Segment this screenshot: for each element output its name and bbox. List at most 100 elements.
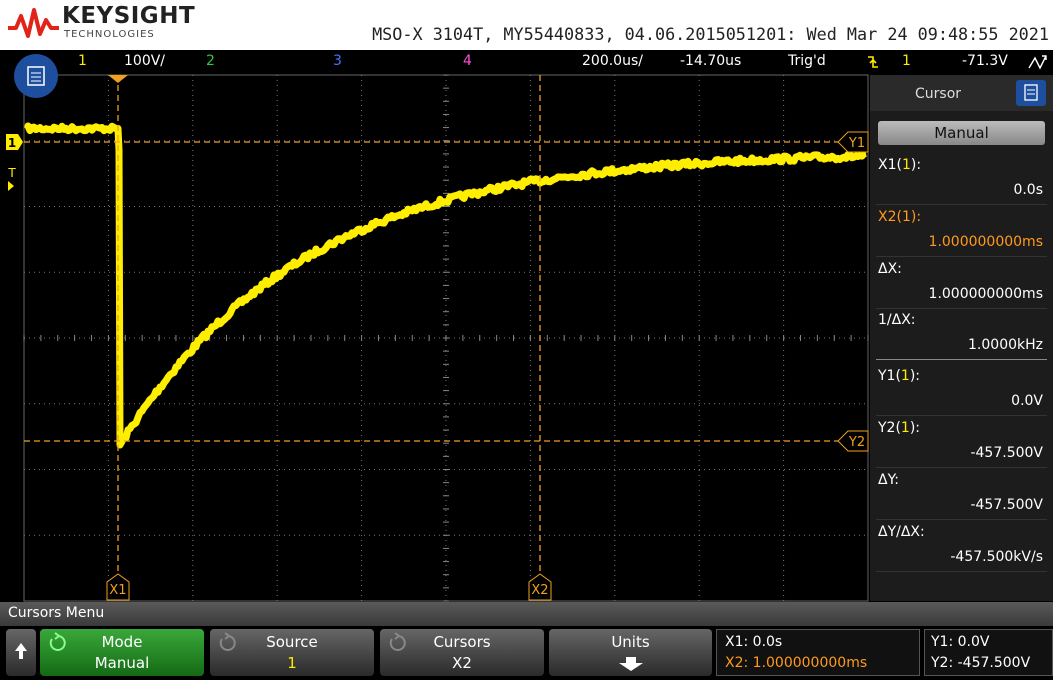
row-label-part: Y1( bbox=[878, 368, 901, 384]
row-label-part: ): bbox=[909, 420, 921, 436]
row-value: 1.0000kHz bbox=[968, 337, 1043, 353]
row-label-part: 1 bbox=[901, 209, 911, 225]
trigger-arrow bbox=[8, 181, 14, 191]
cursor-label: Y2 bbox=[848, 435, 865, 450]
row-separator bbox=[876, 308, 1047, 309]
menu-title: Cursors Menu bbox=[8, 605, 105, 621]
waveform-display: X1 X2 Y1 Y2 1 T bbox=[6, 74, 869, 602]
instrument-info: MSO-X 3104T, MY55440833, 04.06.201505120… bbox=[372, 24, 1049, 44]
ch1-scale: 100V/ bbox=[124, 53, 166, 69]
trigger-source: 1 bbox=[902, 53, 911, 69]
waveform-trace bbox=[24, 122, 868, 449]
ground-marker bbox=[6, 134, 23, 150]
delay-marker bbox=[108, 75, 128, 83]
ch2[interactable]: 2 bbox=[206, 53, 215, 69]
delay: -14.70us bbox=[680, 53, 742, 69]
logo-icon bbox=[8, 8, 59, 38]
softkey[interactable]: Source 1 bbox=[210, 629, 374, 676]
brand-sub: TECHNOLOGIES bbox=[64, 29, 155, 40]
softkey-value: X2 bbox=[452, 654, 472, 672]
cursor-tag bbox=[106, 573, 130, 601]
row-value: 0.0s bbox=[1013, 182, 1043, 198]
readout-y1: Y1: 0.0V bbox=[931, 634, 990, 650]
row-label-part: ): bbox=[910, 157, 922, 173]
row-label-part: 1 bbox=[900, 368, 910, 384]
row-label-part: 1/ΔX: bbox=[878, 312, 916, 328]
cursor-tag bbox=[528, 573, 552, 601]
ground-label: 1 bbox=[8, 136, 16, 150]
row-label-part: 1 bbox=[901, 157, 911, 173]
row-value: 1.000000000ms bbox=[928, 286, 1043, 302]
softkey-value: Manual bbox=[94, 654, 150, 672]
softkey-label: Source bbox=[266, 633, 318, 651]
row-separator bbox=[876, 467, 1047, 468]
knob-icon bbox=[49, 632, 66, 651]
readout-y2: Y2: -457.500V bbox=[931, 655, 1031, 671]
row-separator bbox=[876, 571, 1047, 572]
row-value: 1.000000000ms bbox=[928, 234, 1043, 250]
row-separator bbox=[876, 519, 1047, 520]
cursor-label: X2 bbox=[531, 583, 548, 598]
softkey[interactable]: Cursors X2 bbox=[380, 629, 544, 676]
main-menu-button[interactable] bbox=[14, 54, 58, 98]
mode-button[interactable]: Manual bbox=[878, 121, 1045, 145]
row-label-part: ): bbox=[910, 209, 922, 225]
row-label: Y1(1): bbox=[878, 368, 920, 384]
row-value: 0.0V bbox=[1011, 393, 1043, 409]
row-label-part: Y2( bbox=[878, 420, 901, 436]
row-separator bbox=[876, 359, 1047, 360]
row-label-part: ΔY: bbox=[878, 472, 899, 488]
softkey-label: Units bbox=[611, 633, 650, 651]
row-separator bbox=[876, 415, 1047, 416]
trigger-icon bbox=[868, 56, 878, 68]
row-value: -457.500kV/s bbox=[950, 549, 1043, 565]
ch3[interactable]: 3 bbox=[333, 53, 342, 69]
softkey[interactable]: Mode Manual bbox=[40, 629, 204, 676]
cursor-tag bbox=[837, 131, 869, 153]
row-label-part: ΔX: bbox=[878, 261, 902, 277]
row-separator bbox=[876, 256, 1047, 257]
menu-bar: Cursors Menu bbox=[0, 602, 1053, 626]
readout-x: X1: 0.0s X2: 1.000000000ms bbox=[716, 629, 920, 676]
timebase: 200.0us/ bbox=[582, 53, 643, 69]
knob-icon bbox=[219, 632, 236, 651]
row-value: -457.500V bbox=[970, 445, 1043, 461]
softkey[interactable]: Units bbox=[549, 629, 712, 676]
trigger-level: -71.3V bbox=[962, 53, 1008, 69]
softkey-label: Cursors bbox=[433, 633, 491, 651]
readout-x1: X1: 0.0s bbox=[725, 634, 783, 650]
brand: KEYSIGHT bbox=[62, 3, 196, 29]
row-separator bbox=[876, 204, 1047, 205]
trigger-marker: T bbox=[7, 166, 16, 180]
softkey-value: 1 bbox=[287, 654, 297, 672]
touch-icon[interactable] bbox=[1026, 52, 1050, 72]
row-label: 1/ΔX: bbox=[878, 312, 916, 328]
row-label-part: ΔY/ΔX: bbox=[878, 524, 925, 540]
row-label: X1(1): bbox=[878, 157, 921, 173]
trigger-status: Trig'd bbox=[788, 53, 826, 69]
row-label-part: X2( bbox=[878, 209, 902, 225]
row-label: X2(1): bbox=[878, 209, 921, 225]
ch1[interactable]: 1 bbox=[78, 53, 87, 69]
down-arrow bbox=[619, 657, 643, 671]
row-label: ΔY/ΔX: bbox=[878, 524, 925, 540]
cursor-tag bbox=[837, 430, 869, 452]
row-label-part: 1 bbox=[900, 420, 910, 436]
softkey-label: Mode bbox=[101, 633, 143, 651]
row-label: ΔX: bbox=[878, 261, 902, 277]
cursor-panel: Cursor Manual X1(1): 0.0s X2(1): 1.00000000… bbox=[870, 75, 1053, 601]
ch4[interactable]: 4 bbox=[463, 53, 472, 69]
back-button[interactable] bbox=[6, 629, 36, 676]
status-bar: 1 100V/ 2 3 4 200.0us/ -14.70us Trig'd 1… bbox=[0, 50, 1053, 98]
row-label: Y2(1): bbox=[878, 420, 920, 436]
readout-x2: X2: 1.000000000ms bbox=[725, 655, 868, 671]
panel-title: Cursor bbox=[915, 86, 962, 102]
panel-menu-button[interactable] bbox=[1016, 80, 1046, 106]
cursor-label: X1 bbox=[109, 583, 126, 598]
readout-y: Y1: 0.0V Y2: -457.500V bbox=[924, 629, 1053, 676]
row-label: ΔY: bbox=[878, 472, 899, 488]
top-bar: KEYSIGHT TECHNOLOGIES MSO-X 3104T, MY554… bbox=[0, 0, 1053, 50]
row-label-part: X1( bbox=[878, 157, 902, 173]
knob-icon bbox=[389, 632, 406, 651]
